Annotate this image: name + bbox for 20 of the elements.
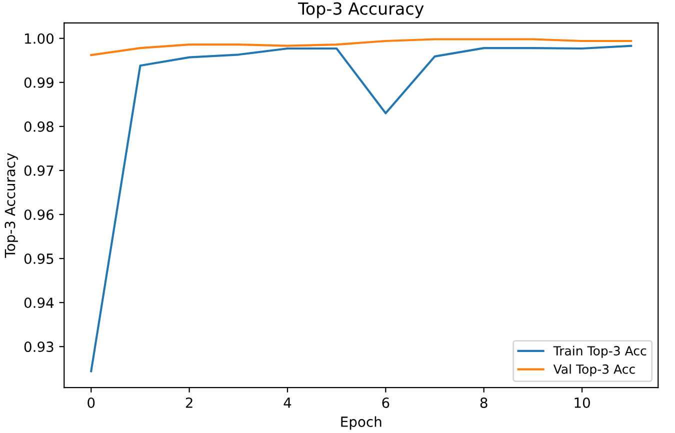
- y-tick-label: 0.95: [24, 253, 54, 264]
- x-tick-label: 4: [284, 398, 292, 408]
- x-axis-title: Epoch: [341, 416, 382, 430]
- y-tick-label: 0.97: [24, 165, 54, 176]
- y-tick-label: 0.93: [24, 342, 54, 352]
- x-tick-label: 2: [186, 398, 192, 408]
- x-tick-label: 10: [574, 398, 590, 408]
- y-tick-label: 0.98: [24, 121, 54, 132]
- x-tick-label: 0: [88, 398, 95, 408]
- y-tick-label: 0.96: [24, 209, 54, 220]
- chart-title: Top-3 Accuracy: [298, 2, 424, 18]
- legend-label: Train Top-3 Acc: [553, 346, 646, 358]
- y-tick-label: 0.99: [24, 77, 54, 88]
- legend-label: Val Top-3 Acc: [553, 364, 635, 376]
- x-tick-label: 8: [480, 398, 488, 408]
- line-series: [90, 38, 632, 56]
- y-tick-label: 0.94: [24, 298, 54, 308]
- x-tick-label: 6: [382, 398, 390, 408]
- y-axis-title: Top-3 Accuracy: [4, 153, 18, 258]
- y-tick-label: 1.00: [25, 33, 54, 44]
